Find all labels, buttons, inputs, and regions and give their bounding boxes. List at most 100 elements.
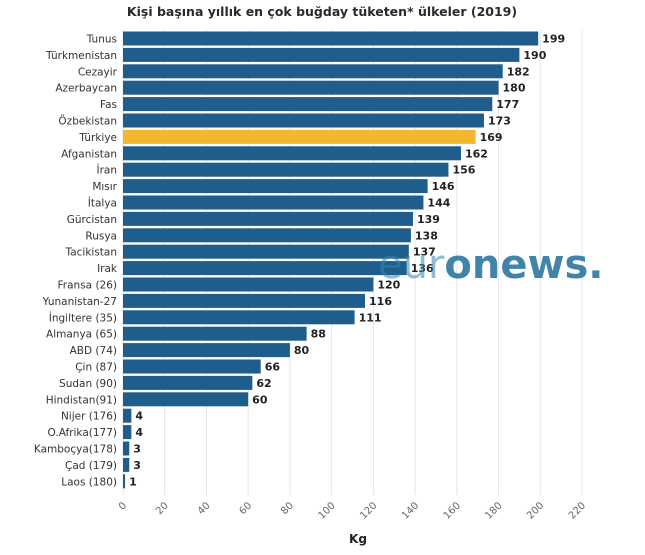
chart-title: Kişi başına yıllık en çok buğday tüketen…: [127, 4, 517, 19]
category-label: Fas: [100, 99, 117, 111]
category-label: Afganistan: [61, 148, 117, 160]
category-label: Özbekistan: [58, 115, 117, 128]
x-tick-label: 160: [442, 500, 463, 521]
value-label: 88: [311, 328, 326, 341]
value-label: 136: [411, 262, 434, 275]
bar: [123, 80, 499, 95]
category-label: Fransa (26): [58, 280, 117, 292]
category-label: Tunus: [86, 34, 117, 46]
category-label: Sudan (90): [59, 378, 117, 390]
category-label: İngiltere (35): [49, 311, 117, 324]
value-label: 4: [135, 426, 143, 439]
category-label: Rusya: [85, 230, 117, 242]
category-label: Cezayir: [78, 66, 118, 78]
bar: [123, 457, 130, 472]
value-label: 137: [413, 246, 436, 259]
bar: [123, 277, 374, 292]
x-tick-label: 60: [238, 500, 255, 517]
value-label: 111: [359, 311, 382, 324]
value-label: 62: [256, 377, 271, 390]
bar: [123, 179, 428, 194]
category-label: Türkmenistan: [45, 50, 117, 62]
category-label: Yunanistan-27: [42, 296, 117, 308]
category-label: Gürcistan: [67, 214, 117, 226]
value-label: 146: [432, 180, 455, 193]
category-label: ABD (74): [70, 345, 117, 357]
value-label: 3: [133, 459, 141, 472]
value-label: 1: [129, 475, 137, 488]
bar: [123, 162, 449, 177]
bar: [123, 326, 307, 341]
value-label: 173: [488, 115, 511, 128]
value-label: 4: [135, 410, 143, 423]
category-label: Hindistan(91): [46, 394, 117, 406]
x-tick-label: 0: [117, 500, 129, 512]
category-label: Azerbaycan: [55, 83, 117, 95]
x-tick-label: 20: [154, 500, 171, 517]
bar: [123, 146, 461, 161]
category-label: Kamboçya(178): [34, 444, 117, 456]
category-label: İran: [96, 164, 117, 177]
x-tick-label: 80: [279, 500, 296, 517]
value-label: 60: [252, 393, 268, 406]
value-label: 66: [265, 361, 281, 374]
value-label: 199: [542, 33, 565, 46]
x-tick-label: 120: [358, 500, 379, 521]
value-label: 144: [427, 197, 450, 210]
bar: [123, 343, 290, 358]
category-label: Çin (87): [75, 362, 117, 374]
bar: [123, 441, 130, 456]
category-label: Irak: [97, 263, 118, 275]
category-label: Laos (180): [61, 476, 117, 488]
value-label: 139: [417, 213, 440, 226]
bar: [123, 64, 503, 79]
x-tick-label: 140: [400, 500, 421, 521]
category-label: Türkiye: [78, 132, 117, 144]
bar: [123, 310, 355, 325]
bar: [123, 408, 132, 423]
bar: [123, 97, 493, 112]
euronews-watermark: euronews.: [378, 242, 603, 288]
bar: [123, 375, 253, 390]
category-label: Nijer (176): [61, 411, 117, 423]
category-label: Tacikistan: [65, 247, 117, 259]
bar: [123, 228, 411, 243]
watermark-bold: onews.: [444, 242, 603, 288]
bar: [123, 359, 261, 374]
category-label: O.Afrika(177): [48, 427, 117, 439]
category-label: İtalya: [88, 197, 117, 210]
x-axis-ticks: 0 20 40 60 80 100 120 140 160 180 200 220: [117, 500, 588, 521]
value-label: 156: [452, 164, 475, 177]
bars: Tunus 199 Türkmenistan 190 Cezayir 182 Azerbay…: [34, 31, 565, 489]
bar: [123, 47, 520, 62]
bar: [123, 113, 484, 128]
value-label: 180: [503, 82, 526, 95]
value-label: 162: [465, 147, 488, 160]
value-label: 190: [523, 49, 546, 62]
category-label: Mısır: [92, 181, 117, 193]
watermark-light: eur: [378, 242, 445, 288]
value-label: 116: [369, 295, 392, 308]
x-tick-label: 180: [483, 500, 504, 521]
x-tick-label: 40: [196, 500, 213, 517]
value-label: 120: [377, 279, 400, 292]
value-label: 177: [496, 98, 519, 111]
category-label: Almanya (65): [46, 329, 117, 341]
bar: [123, 129, 476, 144]
bar: [123, 244, 409, 259]
value-label: 169: [480, 131, 503, 144]
x-tick-label: 220: [567, 500, 588, 521]
x-axis-label: Kg: [349, 532, 367, 546]
bar: [123, 261, 407, 276]
svg-text:euronews.: euronews.: [378, 242, 603, 288]
value-label: 3: [133, 443, 141, 456]
x-tick-label: 200: [525, 500, 546, 521]
value-label: 182: [507, 65, 530, 78]
bar: [123, 392, 249, 407]
value-label: 80: [294, 344, 310, 357]
value-label: 138: [415, 229, 438, 242]
bar: [123, 211, 414, 226]
bar: [123, 31, 539, 46]
bar: [123, 425, 132, 440]
